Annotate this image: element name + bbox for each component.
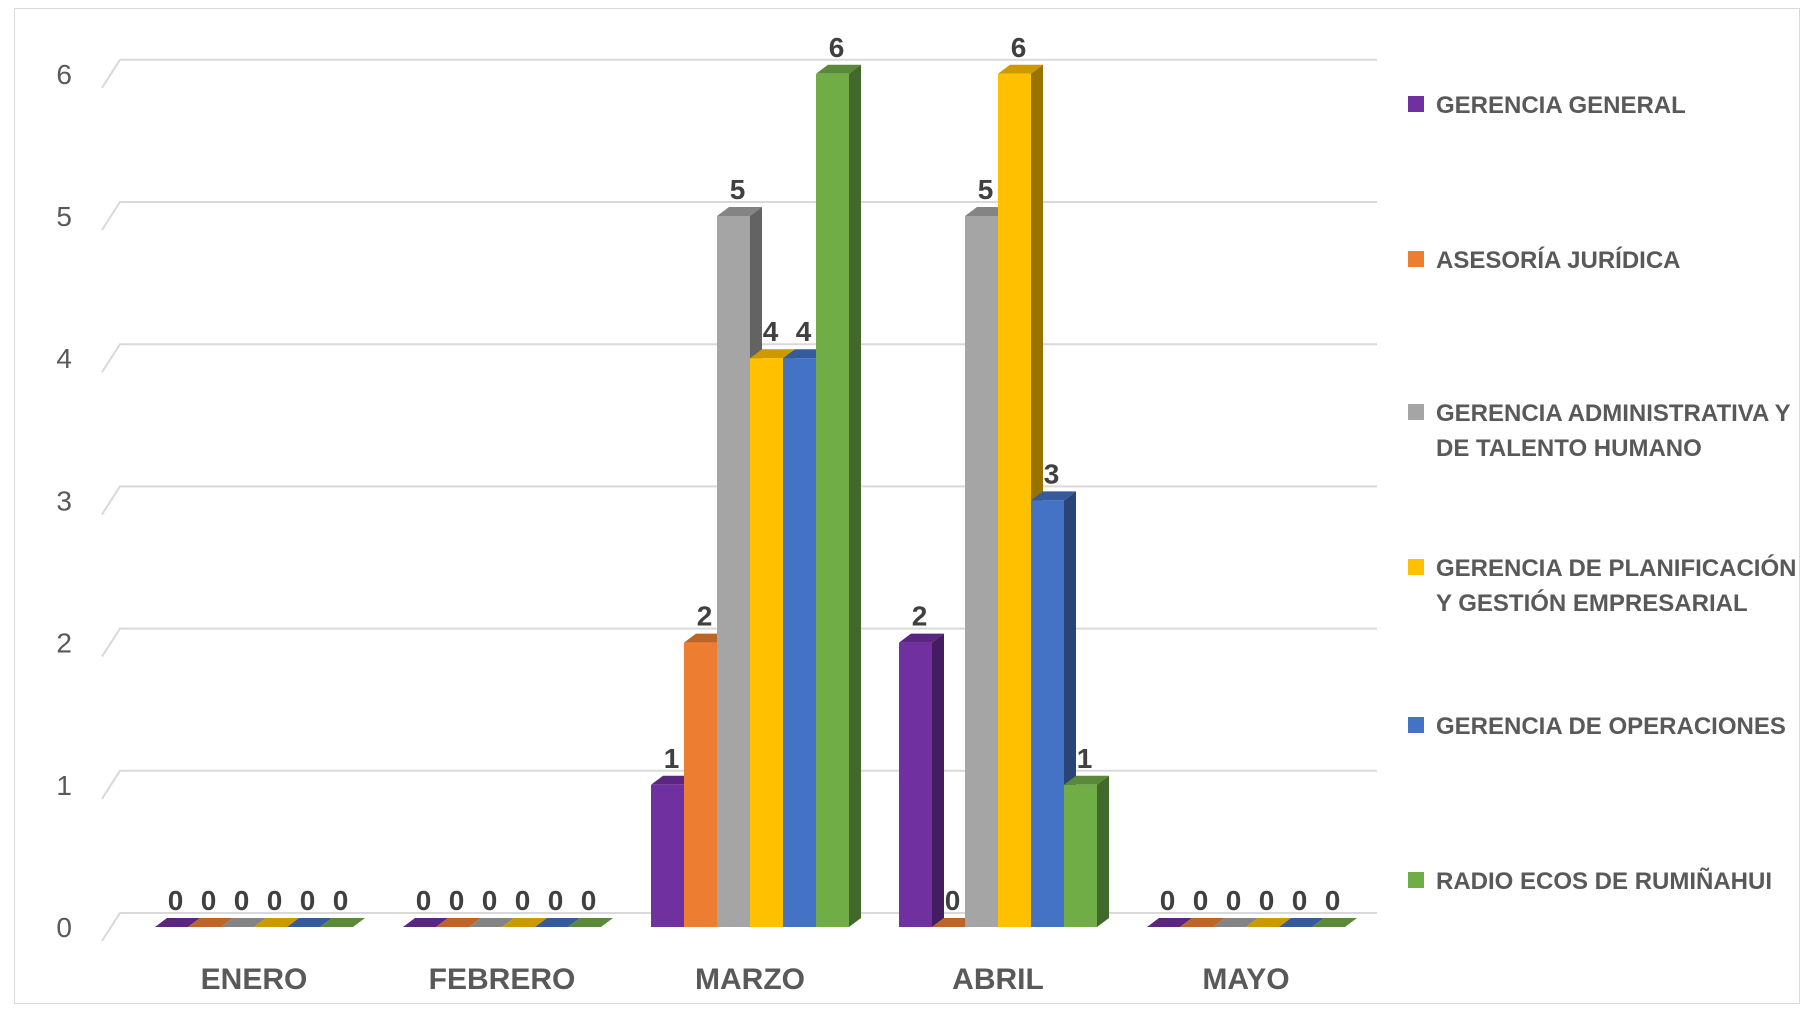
legend-item-radio-ecos: RADIO ECOS DE RUMIÑAHUI (1408, 864, 1801, 899)
bar (436, 918, 481, 927)
data-label: 0 (300, 885, 316, 916)
legend-label: RADIO ECOS DE RUMIÑAHUI (1436, 868, 1773, 895)
data-label: 1 (664, 743, 680, 774)
x-tick-label: ABRIL (952, 963, 1044, 996)
legend-swatch (1408, 872, 1424, 888)
data-label: 6 (1011, 32, 1027, 63)
data-label: 5 (730, 174, 746, 205)
x-tick-label: MARZO (695, 963, 805, 996)
y-tick-label: 1 (56, 770, 72, 801)
data-label: 0 (267, 885, 283, 916)
bar (568, 918, 613, 927)
legend-item-gerencia-operaciones: GERENCIA DE OPERACIONES (1408, 709, 1801, 744)
bar (188, 918, 233, 927)
data-label: 2 (912, 601, 928, 632)
data-label: 0 (234, 885, 250, 916)
gridline (101, 912, 1377, 942)
legend-label: ASESORÍA JURÍDICA (1436, 247, 1681, 274)
legend-item-gerencia-planificacion: GERENCIA DE PLANIFICACIÓN Y GESTIÓN EMPR… (1408, 551, 1801, 621)
legend-swatch (1408, 96, 1424, 112)
data-label: 0 (1292, 885, 1308, 916)
data-label: 4 (796, 316, 812, 347)
x-tick-label: MAYO (1202, 963, 1289, 996)
bar (254, 918, 299, 927)
bar (403, 918, 448, 927)
bar (1213, 918, 1258, 927)
y-tick-label: 0 (56, 912, 72, 943)
legend-swatch (1408, 559, 1424, 575)
bar (221, 918, 266, 927)
bar (1064, 775, 1109, 927)
legend: GERENCIA GENERAL ASESORÍA JURÍDICA GEREN… (1408, 0, 1808, 1011)
bar (155, 918, 200, 927)
data-label: 0 (1160, 885, 1176, 916)
data-label: 0 (581, 885, 597, 916)
gridline (101, 343, 1377, 373)
gridline (101, 485, 1377, 515)
legend-swatch (1408, 404, 1424, 420)
gridline (101, 58, 1377, 89)
bar (502, 918, 547, 927)
data-label: 0 (945, 885, 961, 916)
data-label: 0 (1259, 885, 1275, 916)
bar (469, 918, 514, 927)
y-tick-label: 3 (56, 485, 72, 516)
gridline (101, 201, 1377, 231)
x-tick-label: FEBRERO (429, 963, 576, 996)
legend-item-asesoria-juridica: ASESORÍA JURÍDICA (1408, 243, 1801, 278)
x-tick-label: ENERO (201, 963, 308, 996)
legend-label: GERENCIA GENERAL (1436, 92, 1686, 119)
bars (155, 64, 1357, 928)
data-label: 4 (763, 316, 779, 347)
data-label: 5 (978, 174, 994, 205)
legend-item-gerencia-general: GERENCIA GENERAL (1408, 88, 1801, 123)
bar (287, 918, 332, 927)
data-label: 0 (1193, 885, 1209, 916)
data-label: 2 (697, 601, 713, 632)
legend-label: GERENCIA DE PLANIFICACIÓN Y GESTIÓN EMPR… (1436, 555, 1797, 617)
data-label: 0 (168, 885, 184, 916)
data-label: 0 (548, 885, 564, 916)
legend-item-gerencia-administrativa: GERENCIA ADMINISTRATIVA Y DE TALENTO HUM… (1408, 396, 1801, 466)
y-tick-label: 4 (56, 343, 72, 374)
gridlines (101, 58, 1377, 942)
data-label: 0 (201, 885, 217, 916)
legend-label: GERENCIA DE OPERACIONES (1436, 713, 1786, 740)
legend-label: GERENCIA ADMINISTRATIVA Y DE TALENTO HUM… (1436, 400, 1791, 462)
bar (1246, 918, 1291, 927)
bar (899, 633, 944, 927)
bar (1279, 918, 1324, 927)
data-label: 0 (416, 885, 432, 916)
data-label: 6 (829, 32, 845, 63)
bar (535, 918, 580, 927)
data-label: 0 (333, 885, 349, 916)
y-tick-label: 5 (56, 201, 72, 232)
data-label: 0 (1226, 885, 1242, 916)
bar (320, 918, 365, 927)
data-label: 1 (1077, 743, 1093, 774)
data-label: 3 (1044, 458, 1060, 489)
legend-swatch (1408, 251, 1424, 267)
bar (1147, 918, 1192, 927)
bar (1312, 918, 1357, 927)
x-axis: ENERO FEBRERO MARZO ABRIL MAYO (201, 963, 1290, 996)
bar (1180, 918, 1225, 927)
data-label: 0 (482, 885, 498, 916)
legend-swatch (1408, 717, 1424, 733)
gridline (101, 627, 1377, 658)
y-tick-label: 6 (56, 59, 72, 90)
data-label: 0 (515, 885, 531, 916)
gridline (101, 769, 1377, 800)
y-tick-label: 2 (56, 628, 72, 659)
bar (816, 64, 861, 928)
y-axis: 0 1 2 3 4 5 6 (56, 59, 72, 943)
data-label: 0 (1325, 885, 1341, 916)
data-label: 0 (449, 885, 465, 916)
